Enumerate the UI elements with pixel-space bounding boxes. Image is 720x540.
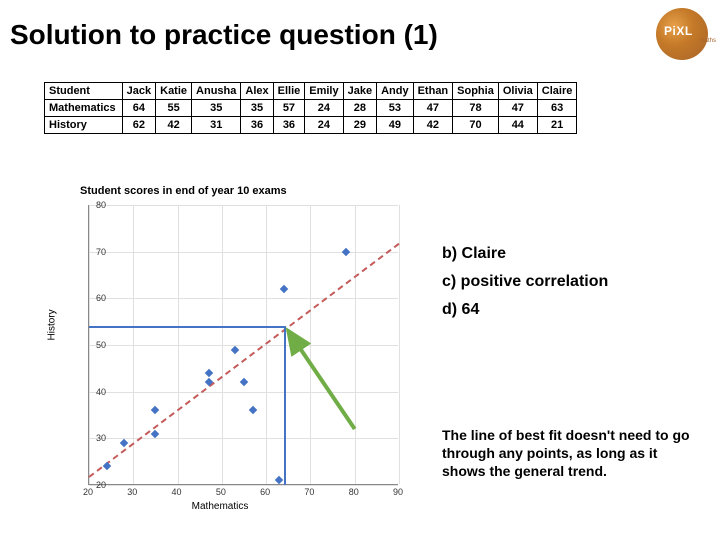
student-jake: Jake (343, 83, 376, 100)
cell-history: 49 (377, 117, 414, 134)
ytick: 70 (96, 247, 106, 257)
student-katie: Katie (156, 83, 192, 100)
col-student: Student (45, 83, 123, 100)
ytick: 20 (96, 480, 106, 490)
student-sophia: Sophia (453, 83, 499, 100)
pixl-logo: PiXL maths (656, 8, 710, 62)
cell-math: 63 (537, 100, 577, 117)
student-jack: Jack (122, 83, 155, 100)
xtick: 40 (172, 487, 182, 497)
cell-math: 47 (498, 100, 537, 117)
cell-history: 62 (122, 117, 155, 134)
col-math: Mathematics (45, 100, 123, 117)
col-history: History (45, 117, 123, 134)
xtick: 80 (349, 487, 359, 497)
student-claire: Claire (537, 83, 577, 100)
student-anusha: Anusha (192, 83, 241, 100)
cell-history: 24 (305, 117, 343, 134)
answer-d: d) 64 (442, 301, 608, 319)
cell-history: 29 (343, 117, 376, 134)
cell-math: 35 (192, 100, 241, 117)
cell-history: 42 (413, 117, 453, 134)
student-ethan: Ethan (413, 83, 453, 100)
student-andy: Andy (377, 83, 414, 100)
answer-list: b) Claire c) positive correlation d) 64 (442, 245, 608, 329)
student-ellie: Ellie (273, 83, 305, 100)
cell-history: 36 (241, 117, 273, 134)
xtick: 20 (83, 487, 93, 497)
page-title: Solution to practice question (1) (10, 19, 656, 51)
cell-history: 42 (156, 117, 192, 134)
cell-math: 57 (273, 100, 305, 117)
student-emily: Emily (305, 83, 343, 100)
arrow-icon (89, 205, 399, 485)
cell-history: 36 (273, 117, 305, 134)
ytick: 40 (96, 387, 106, 397)
cell-math: 35 (241, 100, 273, 117)
footnote: The line of best fit doesn't need to go … (442, 426, 702, 481)
cell-math: 64 (122, 100, 155, 117)
answer-b: b) Claire (442, 245, 608, 263)
student-olivia: Olivia (498, 83, 537, 100)
cell-history: 44 (498, 117, 537, 134)
cell-math: 78 (453, 100, 499, 117)
student-alex: Alex (241, 83, 273, 100)
answer-c: c) positive correlation (442, 273, 608, 291)
xtick: 70 (304, 487, 314, 497)
ytick: 30 (96, 433, 106, 443)
xtick: 60 (260, 487, 270, 497)
cell-math: 53 (377, 100, 414, 117)
cell-math: 28 (343, 100, 376, 117)
cell-history: 21 (537, 117, 577, 134)
scatter-chart: Student scores in end of year 10 exams H… (40, 185, 420, 515)
x-axis-label: Mathematics (192, 501, 249, 512)
ytick: 80 (96, 200, 106, 210)
cell-math: 24 (305, 100, 343, 117)
xtick: 30 (127, 487, 137, 497)
y-axis-label: History (47, 309, 58, 340)
cell-history: 31 (192, 117, 241, 134)
cell-math: 55 (156, 100, 192, 117)
cell-history: 70 (453, 117, 499, 134)
xtick: 50 (216, 487, 226, 497)
chart-title: Student scores in end of year 10 exams (80, 185, 420, 197)
data-table: StudentJackKatieAnushaAlexEllieEmilyJake… (44, 82, 577, 134)
ytick: 50 (96, 340, 106, 350)
ytick: 60 (96, 293, 106, 303)
cell-math: 47 (413, 100, 453, 117)
xtick: 90 (393, 487, 403, 497)
